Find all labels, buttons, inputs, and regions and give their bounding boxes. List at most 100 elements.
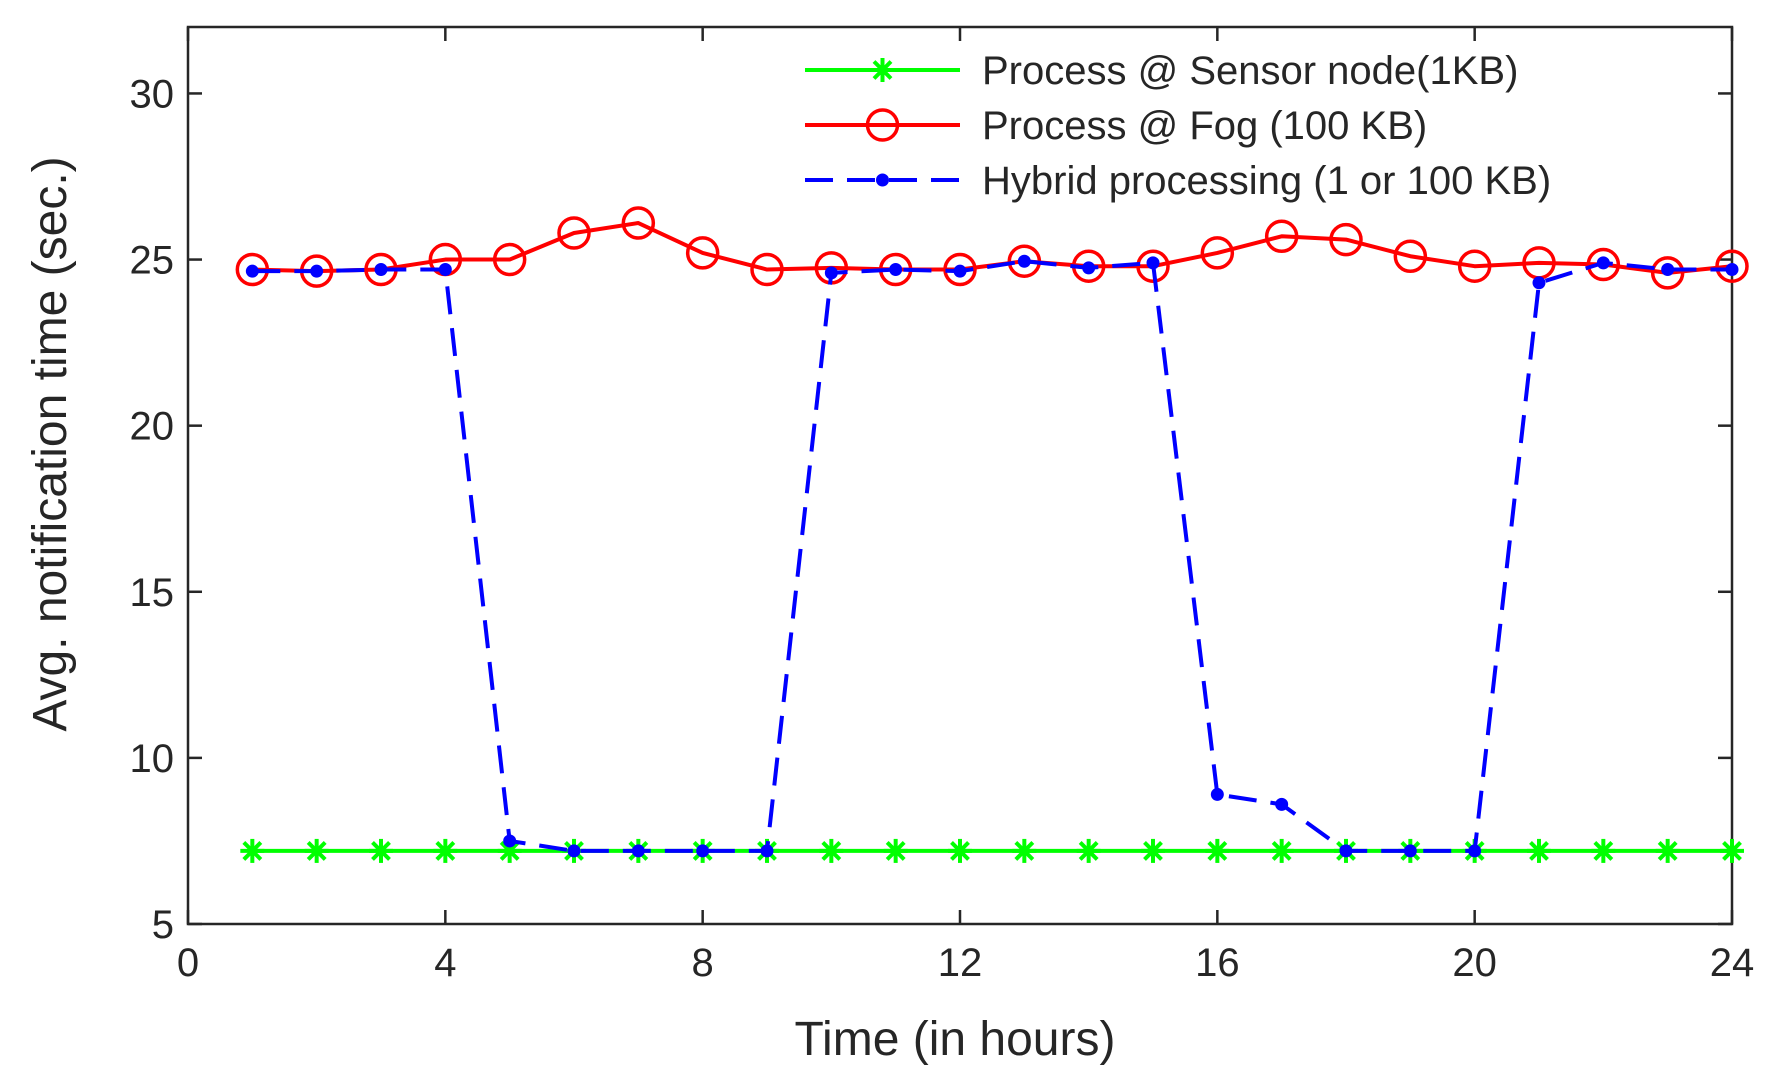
data-point [685,236,720,270]
asterisk-stroke [821,840,842,861]
series-process-sensor-node-1kb [240,838,1744,863]
y-tick-label: 10 [130,737,175,781]
data-point [1141,838,1165,863]
y-tick-label: 30 [130,72,175,116]
y-axis-label: Avg. notification time (sec.) [24,156,77,731]
data-point [1082,261,1096,275]
series-line [252,259,1732,853]
data-point [1393,239,1428,273]
x-tick-label: 4 [434,941,456,985]
data-point [1076,838,1101,863]
asterisk-stroke [1014,840,1035,861]
series-layer [235,206,1749,863]
asterisk-stroke [872,60,893,80]
legend-marker [865,108,900,142]
data-point [1269,838,1294,863]
legend-label: Process @ Fog (100 KB) [982,104,1427,148]
y-tick-label: 15 [130,571,175,615]
data-point [953,264,967,278]
legend-item: Process @ Fog (100 KB) [805,104,1427,148]
data-point [1661,263,1675,277]
data-point [621,206,656,240]
x-tick-label: 0 [177,941,199,985]
legend-item: Process @ Sensor node(1KB) [805,49,1518,93]
data-point [503,834,517,848]
asterisk-stroke [1593,840,1614,861]
x-tick-label: 24 [1710,941,1755,985]
data-point [883,838,908,863]
asterisk-stroke [1207,840,1228,861]
data-point [374,263,388,277]
data-point [1146,256,1160,270]
data-point [1136,249,1170,283]
data-point [557,216,591,250]
x-tick-label: 20 [1452,941,1497,985]
asterisk-stroke [885,840,906,861]
data-point [1591,838,1616,863]
y-axis-ticks: 5 10 15 20 25 30 [130,72,1732,947]
data-point [1532,276,1546,290]
data-point [1339,844,1353,858]
data-point [1403,844,1417,858]
data-point [1650,256,1685,290]
x-axis-label: Time (in hours) [795,1013,1116,1066]
legend-marker [870,58,895,82]
data-point [1655,838,1680,863]
data-point [1205,838,1230,863]
data-point [369,838,393,863]
data-point [948,838,972,863]
data-point [1200,236,1235,270]
x-tick-label: 16 [1195,941,1240,985]
data-point [1329,222,1363,257]
data-point [1725,263,1739,277]
data-point [310,264,324,278]
data-point [824,266,838,280]
data-point [631,844,645,858]
x-tick-label: 12 [938,941,983,985]
data-point [943,252,977,287]
data-point [304,838,329,863]
data-point [492,242,527,277]
data-point [1012,838,1037,863]
data-point [750,252,784,287]
data-point [1720,838,1744,863]
data-point [1715,249,1749,283]
asterisk-stroke [1271,840,1292,861]
asterisk-stroke [499,840,520,861]
data-point [245,264,259,278]
x-tick-label: 8 [692,941,714,985]
data-point [1468,844,1482,858]
asterisk-stroke [435,840,456,861]
asterisk-stroke [306,840,327,861]
data-point [240,838,265,863]
y-tick-label: 25 [130,239,175,283]
data-point [567,844,581,858]
data-point [438,263,452,277]
data-point [889,263,903,277]
legend-marker [876,173,889,187]
asterisk-stroke [1722,840,1742,861]
asterisk-stroke [1078,840,1099,861]
data-point [1264,219,1299,254]
asterisk-stroke [1657,840,1678,861]
asterisk-stroke [1529,840,1549,861]
data-point [1275,797,1289,811]
data-point [1017,254,1031,268]
data-point [1457,249,1492,283]
legend-label: Process @ Sensor node(1KB) [982,49,1518,93]
legend-item: Hybrid processing (1 or 100 KB) [805,159,1551,203]
asterisk-stroke [371,840,391,861]
x-axis-ticks: 0 4 8 12 16 20 24 [177,27,1754,985]
data-point [1586,247,1621,282]
data-point [1210,787,1224,801]
legend-label: Hybrid processing (1 or 100 KB) [982,159,1551,203]
data-point [760,844,774,858]
data-point [819,838,844,863]
data-point [433,838,458,863]
data-point [696,844,710,858]
data-point [1596,256,1610,270]
series-hybrid-processing-1-or-100-kb [245,254,1739,858]
y-tick-label: 20 [130,405,175,449]
y-tick-label: 5 [152,903,174,947]
